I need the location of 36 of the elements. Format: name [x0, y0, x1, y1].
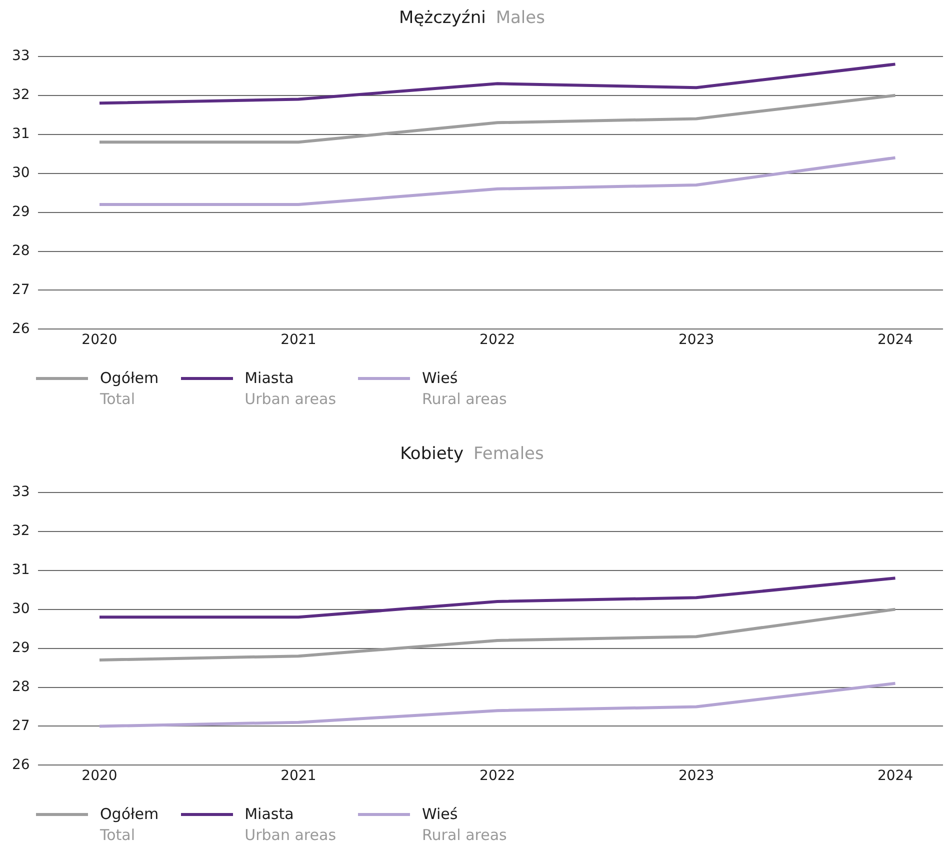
chart-subtitle: Males: [496, 8, 545, 28]
y-tick-label: 27: [12, 718, 30, 734]
legend-label: Miasta Urban areas: [244, 804, 336, 846]
y-tick-label: 27: [12, 282, 30, 298]
y-tick-label: 31: [12, 562, 30, 578]
legend-label: Ogółem Total: [100, 368, 159, 410]
chart-subtitle: Females: [474, 444, 544, 464]
chart-title: Kobiety: [400, 444, 464, 464]
y-tick-label: 33: [12, 484, 30, 500]
chart-title: Mężczyźni: [399, 8, 486, 28]
y-tick-label: 28: [12, 242, 30, 259]
y-tick-label: 28: [12, 678, 30, 695]
legend-label: Ogółem Total: [100, 804, 159, 846]
x-tick-label: 2020: [82, 768, 118, 784]
x-tick-label: 2021: [280, 332, 316, 348]
legend-label: Miasta Urban areas: [244, 368, 336, 410]
y-tick-label: 29: [12, 204, 30, 220]
y-tick-label: 30: [12, 164, 30, 181]
y-tick-label: 26: [12, 320, 30, 337]
y-tick-label: 31: [12, 126, 30, 142]
y-tick-label: 26: [12, 756, 30, 773]
x-tick-label: 2024: [877, 332, 914, 348]
y-tick-label: 33: [12, 48, 30, 64]
x-tick-label: 2023: [678, 332, 714, 348]
x-tick-label: 2022: [480, 768, 516, 784]
x-tick-label: 2022: [480, 332, 516, 348]
y-tick-label: 30: [12, 600, 30, 617]
y-tick-label: 32: [12, 87, 30, 104]
x-tick-label: 2021: [280, 768, 316, 784]
x-tick-label: 2023: [678, 768, 714, 784]
x-tick-label: 2024: [877, 768, 914, 784]
legend-label: Wieś Rural areas: [422, 804, 507, 846]
y-tick-label: 29: [12, 640, 30, 656]
legend-label: Wieś Rural areas: [422, 368, 507, 410]
x-tick-label: 2020: [82, 332, 118, 348]
y-tick-label: 32: [12, 523, 30, 540]
